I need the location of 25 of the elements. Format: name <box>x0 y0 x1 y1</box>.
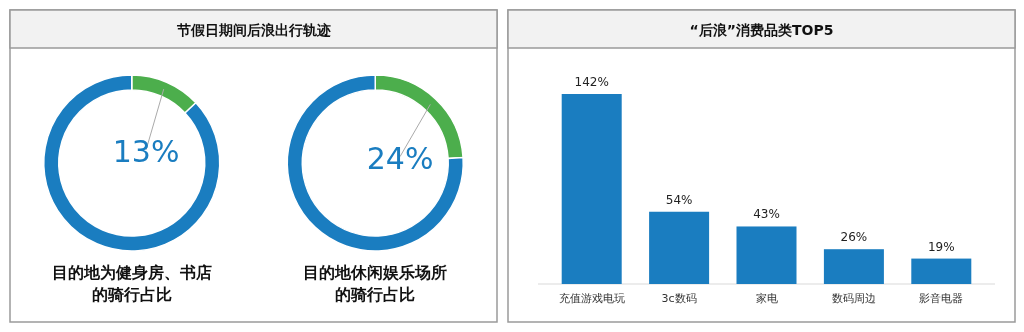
data-label: 26% <box>840 230 868 245</box>
donut-slice <box>286 74 464 252</box>
text: 目的地休闲娱乐场所 <box>303 263 448 282</box>
data-label: 13% <box>112 133 180 169</box>
data-label: 54% <box>665 192 693 207</box>
data-label: 142% <box>574 75 609 89</box>
bar <box>649 211 710 284</box>
text: 的骑行占比 <box>335 285 416 304</box>
x-tick-label: 影音电器 <box>919 292 964 305</box>
data-label: 24% <box>366 140 434 176</box>
x-tick-label: 家电 <box>755 292 778 305</box>
donut-slice <box>43 74 221 252</box>
text: 的骑行占比 <box>91 285 172 304</box>
x-tick-label: 充值游戏电玩 <box>558 292 625 305</box>
bar <box>823 249 884 284</box>
data-label: 43% <box>753 207 780 222</box>
text: 目的地为健身房、书店 <box>51 263 212 282</box>
bar <box>911 258 972 284</box>
text: 节假日期间后浪出行轨迹 <box>175 22 331 38</box>
x-tick-label: 数码周边 <box>831 292 876 305</box>
chart-title: “后浪”消费品类TOP5 <box>689 22 834 38</box>
data-label: 19% <box>927 239 955 254</box>
bar <box>736 226 797 284</box>
x-tick-label: 3c数码 <box>661 292 697 305</box>
bar <box>561 94 622 284</box>
